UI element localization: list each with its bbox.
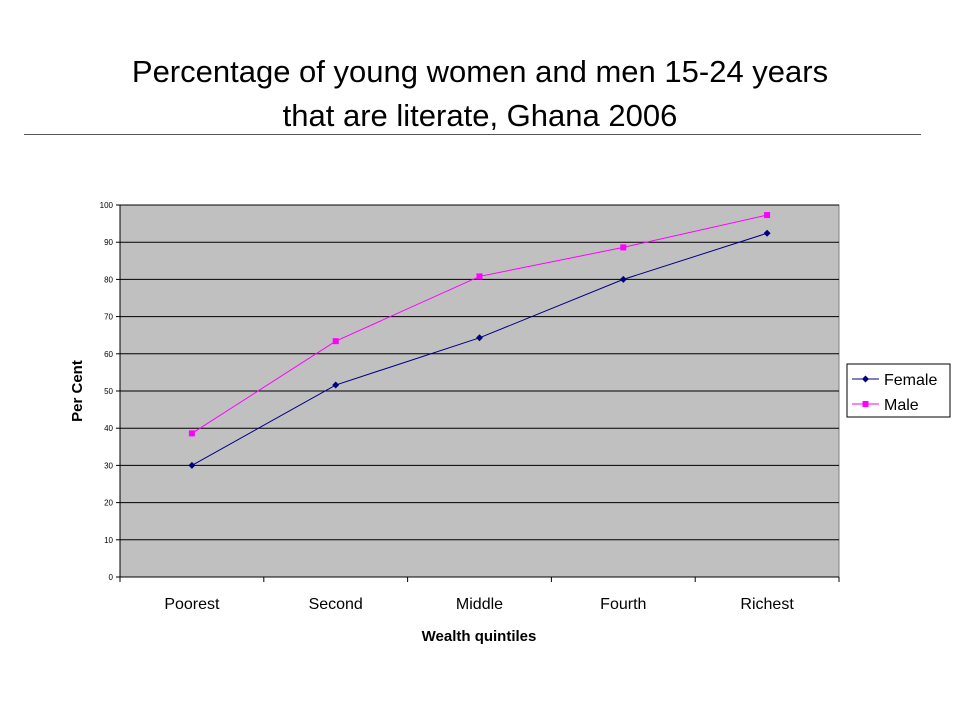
y-tick-label: 100 <box>100 201 114 210</box>
legend-female-label: Female <box>884 372 937 389</box>
y-tick-label: 70 <box>104 313 113 322</box>
y-tick-label: 10 <box>104 536 113 545</box>
legend-female-marker <box>862 375 869 383</box>
y-axis-ticks: 0 10 20 30 40 50 60 70 80 90 100 <box>100 201 120 582</box>
legend: Female Male <box>846 363 951 418</box>
male-point <box>188 430 195 437</box>
male-point <box>332 338 339 345</box>
y-tick-label: 40 <box>104 424 113 433</box>
x-tick-label: Richest <box>740 596 794 613</box>
x-axis-title: Wealth quintiles <box>422 628 537 645</box>
slide-title-line-1: Percentage of young women and men 15-24 … <box>131 54 829 89</box>
y-tick-label: 50 <box>104 387 113 396</box>
x-tick-label: Middle <box>456 596 503 613</box>
female-point <box>619 275 627 283</box>
female-series <box>188 229 771 469</box>
male-point <box>476 273 483 280</box>
female-point <box>332 381 340 389</box>
slide-title: Percentage of young women and men 15-24 … <box>0 50 960 138</box>
x-axis-ticks: Poorest Second Middle Fourth Richest <box>119 577 840 613</box>
female-point <box>188 461 196 469</box>
y-tick-label: 30 <box>104 461 113 470</box>
slide-title-line-2: that are literate, Ghana 2006 <box>282 98 678 133</box>
y-tick-label: 80 <box>104 275 113 284</box>
series-layer <box>188 212 771 469</box>
y-tick-label: 90 <box>104 238 113 247</box>
x-tick-label: Fourth <box>600 596 646 613</box>
legend-box <box>846 363 951 418</box>
y-tick-label: 60 <box>104 350 113 359</box>
female-point <box>476 334 483 342</box>
male-point <box>764 212 771 219</box>
y-tick-label: 0 <box>109 573 114 582</box>
legend-male-label: Male <box>884 397 919 414</box>
title-divider <box>24 134 921 135</box>
male-point <box>620 244 627 251</box>
x-tick-label: Poorest <box>164 596 220 613</box>
legend-male-marker <box>862 401 869 407</box>
female-point <box>763 229 771 237</box>
y-axis-title: Per Cent <box>69 360 86 422</box>
y-tick-label: 20 <box>104 499 113 508</box>
x-tick-label: Second <box>309 596 363 613</box>
male-series <box>188 212 771 437</box>
